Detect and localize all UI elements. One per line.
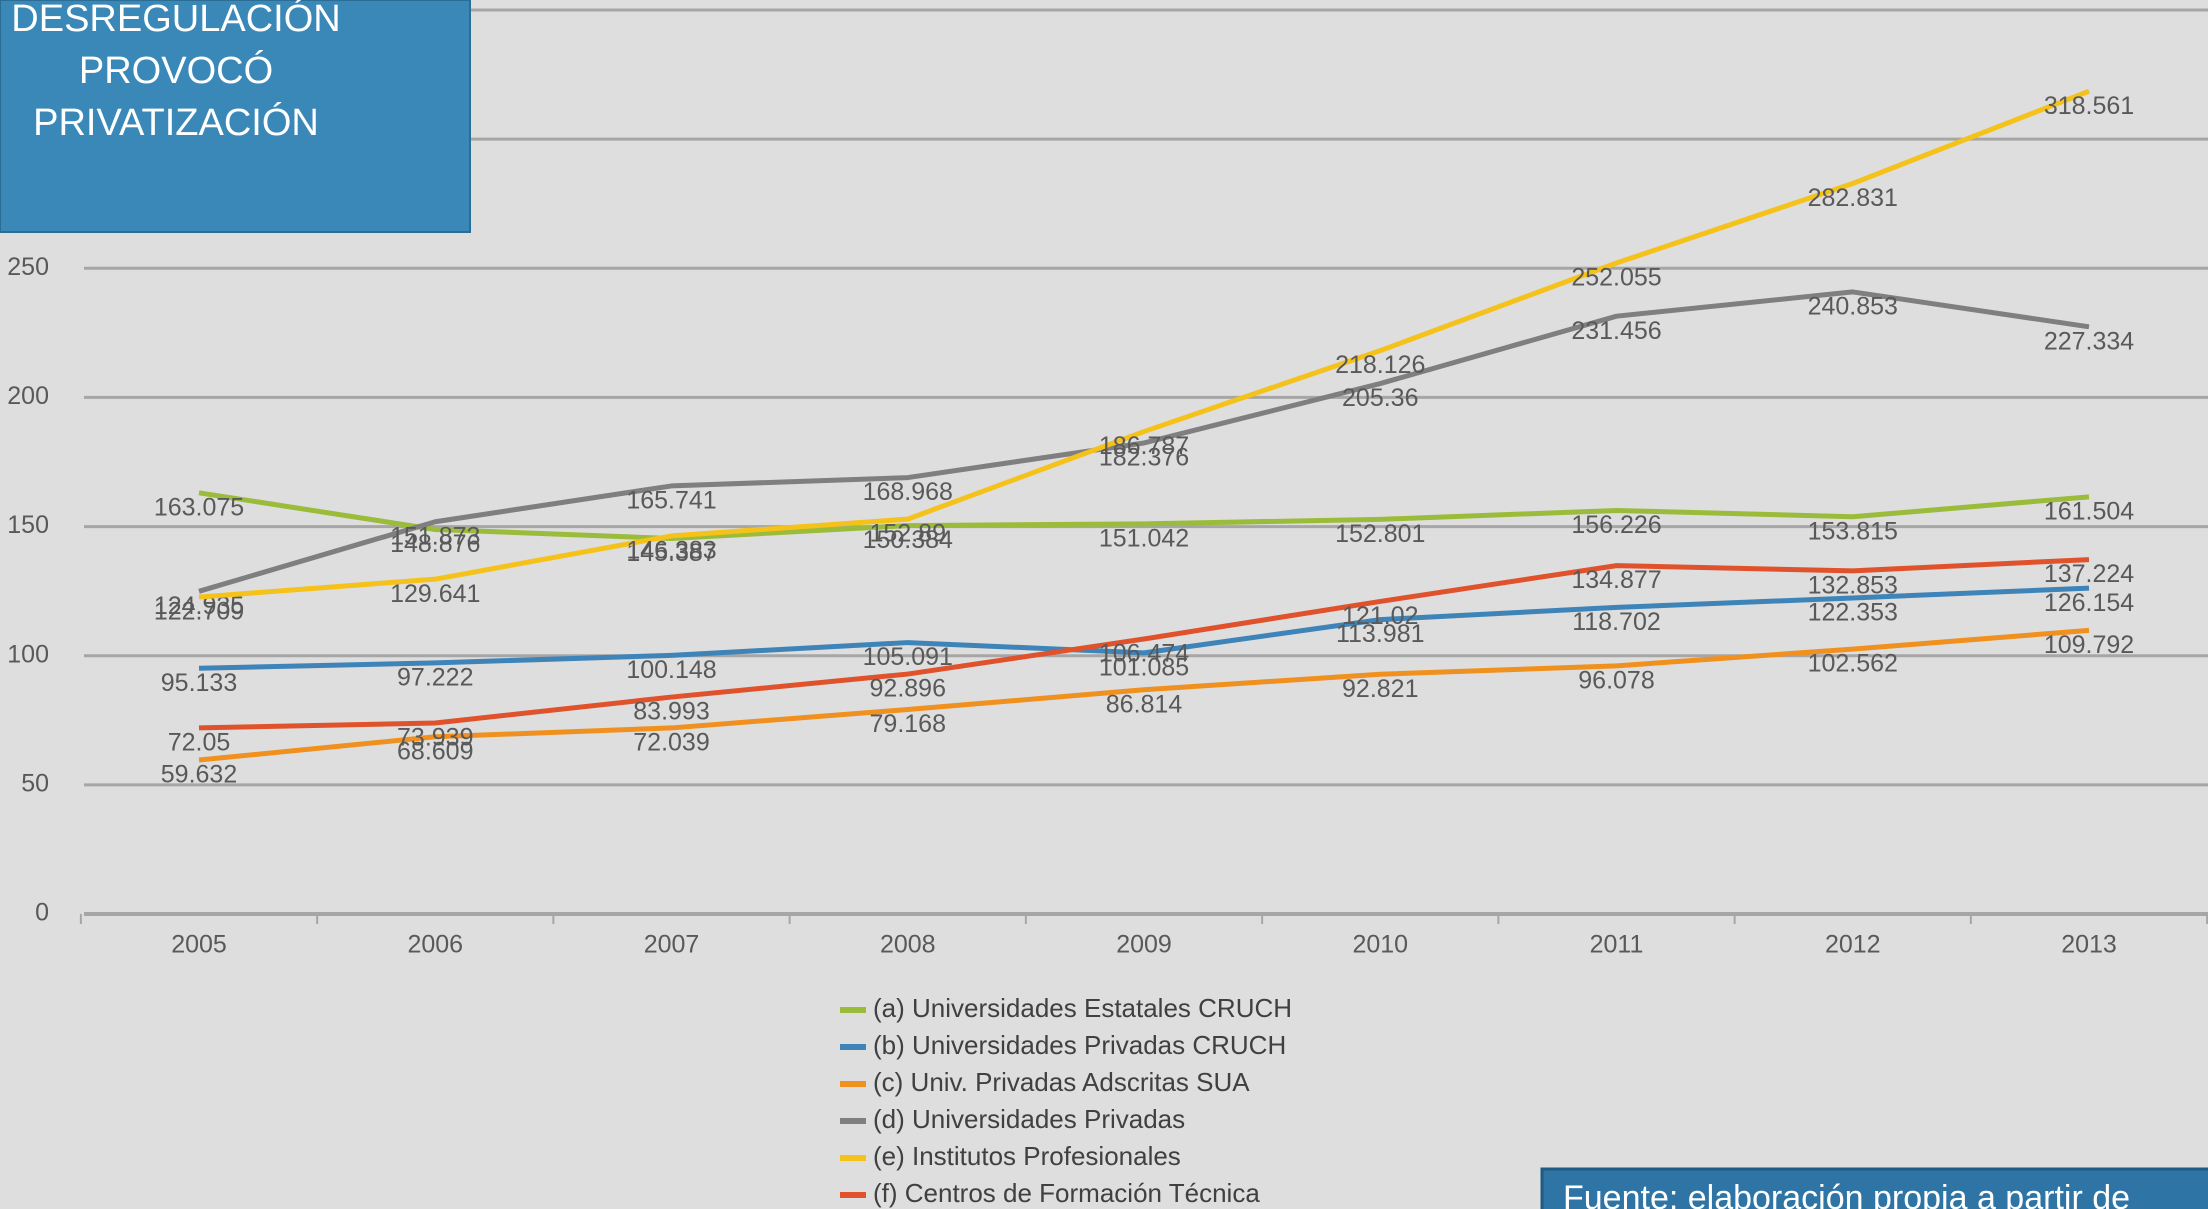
data-label: 129.641: [390, 580, 480, 608]
data-label: 168.968: [863, 478, 953, 506]
x-tick-label: 2013: [2061, 931, 2117, 959]
data-label: 121.02: [1342, 602, 1418, 630]
data-label: 150.384: [863, 526, 953, 554]
x-tick-label: 2009: [1116, 931, 1172, 959]
data-label: 231.456: [1571, 317, 1661, 345]
data-label: 318.561: [2044, 92, 2134, 120]
chart-title: PROVOCÓ: [79, 49, 273, 92]
data-label: 151.873: [390, 522, 480, 550]
data-label: 113.981: [1336, 620, 1425, 648]
title-box: [0, 0, 471, 233]
data-label: 152.89: [870, 520, 946, 548]
data-label: 153.815: [1808, 517, 1898, 545]
data-label: 156.226: [1571, 511, 1661, 539]
data-label: 101.085: [1099, 654, 1189, 682]
y-tick-label: 50: [21, 769, 49, 797]
series-line: [198, 557, 2090, 731]
y-tick-label: 0: [35, 899, 49, 927]
data-label: 96.078: [1578, 666, 1654, 694]
series-line: [198, 289, 2090, 594]
legend-label: (c) Univ. Privadas Adscritas SUA: [873, 1067, 1250, 1097]
data-label: 152.801: [1335, 520, 1425, 548]
y-tick-label: 250: [7, 253, 49, 281]
series-line: [198, 490, 2090, 541]
data-label: 163.075: [154, 493, 244, 521]
series-line: [198, 88, 2090, 600]
data-label: 86.814: [1106, 690, 1183, 718]
data-label: 83.993: [633, 698, 709, 726]
source-note: Fuente: elaboración propia a partir de: [1563, 1179, 2130, 1209]
data-label: 92.896: [870, 675, 946, 703]
data-label: 132.853: [1808, 571, 1898, 599]
legend-label: (d) Universidades Privadas: [873, 1104, 1185, 1134]
data-label: 102.562: [1808, 650, 1898, 678]
data-label: 205.36: [1342, 384, 1418, 412]
data-label: 151.042: [1099, 524, 1189, 552]
x-tick-label: 2012: [1825, 931, 1881, 959]
data-label: 73.939: [397, 724, 473, 752]
data-label: 282.831: [1808, 184, 1898, 212]
data-label: 137.224: [2044, 560, 2134, 588]
data-label: 148.876: [390, 530, 480, 558]
x-tick-label: 2006: [407, 931, 463, 959]
y-tick-label: 100: [7, 640, 49, 668]
data-label: 59.632: [161, 761, 237, 789]
data-label: 146.383: [626, 537, 716, 565]
data-label: 227.334: [2044, 327, 2134, 355]
data-label: 105.091: [863, 643, 953, 671]
legend-label: (e) Institutos Profesionales: [873, 1141, 1181, 1171]
data-label: 68.609: [397, 737, 473, 765]
series-line: [198, 585, 2090, 671]
chart-title: DESREGULACIÓN: [11, 0, 340, 40]
data-label: 161.504: [2044, 497, 2134, 525]
y-tick-label: 150: [7, 511, 49, 539]
data-label: 72.039: [633, 729, 709, 757]
data-label: 109.792: [2044, 631, 2134, 659]
legend-label: (a) Universidades Estatales CRUCH: [873, 993, 1292, 1023]
source-box: [1540, 1167, 2208, 1209]
data-label: 240.853: [1808, 293, 1898, 321]
data-label: 72.05: [168, 729, 231, 757]
data-label: 118.702: [1572, 608, 1661, 636]
legend-label: (b) Universidades Privadas CRUCH: [873, 1030, 1286, 1060]
data-label: 134.877: [1571, 566, 1661, 594]
legend-label: (f) Centros de Formación Técnica: [873, 1178, 1260, 1208]
data-label: 97.222: [397, 663, 473, 691]
x-tick-label: 2007: [644, 931, 700, 959]
chart-title: PRIVATIZACIÓN: [33, 101, 319, 144]
data-label: 126.154: [2044, 589, 2134, 617]
data-label: 252.055: [1571, 264, 1661, 292]
x-tick-label: 2008: [880, 931, 936, 959]
data-label: 122.709: [154, 598, 244, 626]
data-label: 95.133: [161, 669, 237, 697]
series-line: [198, 627, 2090, 763]
data-label: 92.821: [1342, 675, 1418, 703]
data-label: 122.353: [1808, 599, 1898, 627]
data-label: 79.168: [870, 710, 946, 738]
x-tick-label: 2010: [1352, 931, 1408, 959]
data-label: 165.741: [626, 487, 716, 515]
x-tick-label: 2005: [171, 931, 227, 959]
x-tick-label: 2011: [1590, 931, 1644, 959]
data-label: 100.148: [626, 656, 716, 684]
data-label: 182.376: [1099, 444, 1189, 472]
data-label: 186.787: [1099, 432, 1189, 460]
y-tick-label: 200: [7, 382, 49, 410]
data-label: 106.474: [1099, 640, 1189, 668]
data-label: 218.126: [1335, 351, 1425, 379]
